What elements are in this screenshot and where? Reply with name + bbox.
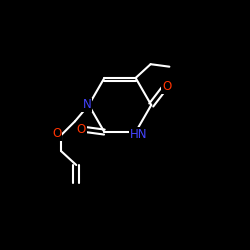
Text: O: O xyxy=(52,127,62,140)
Text: O: O xyxy=(76,123,86,136)
Text: O: O xyxy=(162,80,172,93)
Text: HN: HN xyxy=(130,128,148,140)
Text: N: N xyxy=(82,98,91,112)
